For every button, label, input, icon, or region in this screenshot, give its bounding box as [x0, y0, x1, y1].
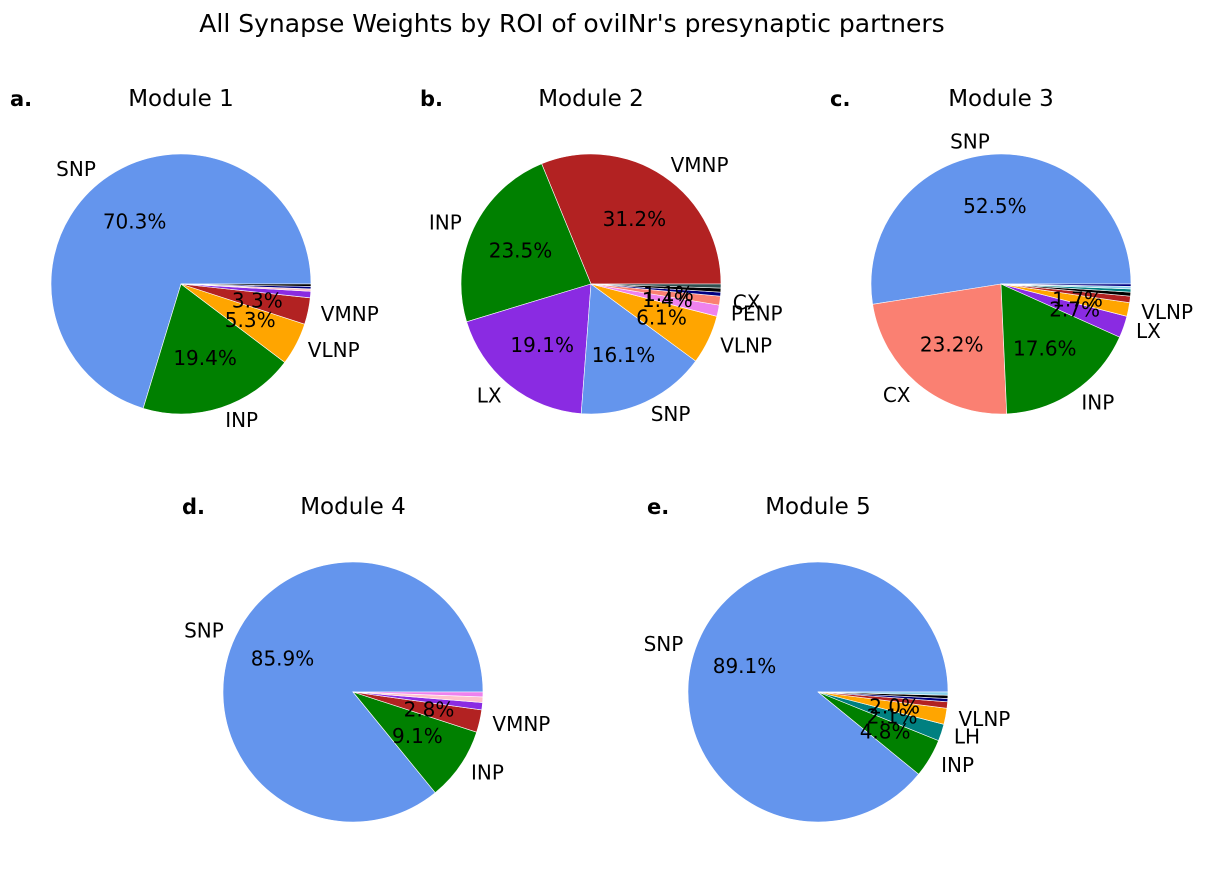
panel-title: Module 2	[538, 86, 644, 112]
slice-label: VLNP	[959, 707, 1011, 731]
panel-label: e.	[647, 495, 669, 519]
slice-percent-label: 2.7%	[1049, 298, 1100, 322]
slice-percent-label: 9.1%	[392, 724, 443, 748]
panel-module-1: a. Module 1 SNP 70.3% INP 19.4% VLNP 5.3% VMNP…	[10, 86, 379, 432]
pie-slice-snp	[870, 153, 1132, 305]
slice-percent-label: 85.9%	[251, 647, 315, 671]
slice-label: VMNP	[671, 153, 729, 177]
slice-percent-label: 19.4%	[173, 346, 237, 370]
slice-percent-label: 2.0%	[869, 695, 920, 719]
panel-module-5: e. Module 5 SNP 89.1% INP 4.8% LH 2.1% VLNP 2.0…	[644, 494, 1011, 823]
slice-label: LH	[954, 725, 980, 749]
pie-slice-inp	[142, 283, 286, 415]
panel-module-2: b. Module 2 VMNP 31.2% INP 23.5% LX 19.1% SNP 1…	[420, 86, 783, 426]
pie-slice-inp	[460, 163, 592, 323]
pie-slices	[460, 153, 722, 415]
slice-label: INP	[471, 761, 504, 785]
pie-slice-lx	[466, 283, 592, 414]
slice-label: INP	[941, 753, 974, 777]
pie-slice-vmnp	[541, 153, 722, 285]
slice-percent-label: 52.5%	[963, 194, 1027, 218]
slice-label: VLNP	[308, 338, 360, 362]
panel-title: Module 1	[128, 86, 234, 112]
slice-label: VLNP	[1141, 300, 1193, 324]
slice-percent-label: 17.6%	[1013, 337, 1077, 361]
panel-module-3: c. Module 3 SNP 52.5% CX 23.2% INP 17.6% LX 2.7…	[830, 86, 1193, 414]
pie-labels: SNP 70.3% INP 19.4% VLNP 5.3% VMNP 3.3%	[56, 157, 379, 432]
pie-slice-inp	[1000, 283, 1121, 415]
panel-label: b.	[420, 87, 443, 111]
slice-percent-label: 23.5%	[489, 239, 553, 263]
slice-label: INP	[429, 211, 462, 235]
pie-slice-penp	[352, 691, 484, 698]
slice-percent-label: 23.2%	[920, 332, 984, 356]
slice-label: SNP	[950, 129, 990, 153]
slice-label: LX	[477, 384, 502, 408]
slice-percent-label: 19.1%	[510, 333, 574, 357]
slice-label: PENP	[731, 301, 783, 325]
slice-label: VLNP	[720, 333, 772, 357]
pie-labels: SNP 52.5% CX 23.2% INP 17.6% LX 2.7% VLNP 1.7%	[883, 129, 1193, 414]
pie-slice-cx	[872, 283, 1008, 415]
slice-percent-label: 16.1%	[592, 343, 656, 367]
pie-slices	[50, 153, 312, 415]
panel-label: c.	[830, 87, 850, 111]
slice-percent-label: 1.7%	[1052, 287, 1103, 311]
slice-percent-label: 89.1%	[713, 654, 777, 678]
slice-percent-label: 1.1%	[643, 282, 694, 306]
slice-percent-label: 2.1%	[867, 704, 918, 728]
slice-label: CX	[733, 290, 761, 314]
slice-label: LX	[1136, 319, 1161, 343]
pie-slices	[222, 561, 484, 823]
slice-label: SNP	[651, 402, 691, 426]
panel-label: a.	[10, 87, 32, 111]
slice-label: SNP	[644, 632, 684, 656]
slice-percent-label: 3.3%	[232, 288, 283, 312]
slice-percent-label: 2.8%	[404, 698, 455, 722]
slice-percent-label: 31.2%	[603, 207, 667, 231]
pie-slice-gng	[1000, 283, 1132, 287]
panel-title: Module 3	[948, 86, 1054, 112]
pie-labels: VMNP 31.2% INP 23.5% LX 19.1% SNP 16.1% VLNP 6.1%…	[429, 153, 783, 426]
pie-slice-snp	[580, 283, 697, 415]
figure-title: All Synapse Weights by ROI of oviINr's p…	[199, 9, 944, 38]
panel-module-4: d. Module 4 SNP 85.9% INP 9.1% VMNP 2.8%	[182, 494, 550, 823]
slice-percent-label: 6.1%	[636, 305, 687, 329]
slice-label: SNP	[184, 619, 224, 643]
slice-label: INP	[225, 408, 258, 432]
panel-label: d.	[182, 495, 205, 519]
slice-percent-label: 4.8%	[860, 720, 911, 744]
pie-slices	[870, 153, 1132, 415]
slice-percent-label: 5.3%	[225, 308, 276, 332]
panel-title: Module 5	[765, 494, 871, 520]
slice-label: INP	[1081, 390, 1114, 414]
slice-percent-label: 1.4%	[642, 288, 693, 312]
pie-slice-mb	[590, 283, 722, 289]
pie-labels: SNP 89.1% INP 4.8% LH 2.1% VLNP 2.0%	[644, 632, 1011, 777]
slice-label: VMNP	[321, 302, 379, 326]
pie-slice-snp	[50, 153, 312, 409]
pie-slices	[687, 561, 949, 823]
slice-label: VMNP	[492, 712, 550, 736]
pie-slice-ol	[180, 283, 312, 287]
pie-labels: SNP 85.9% INP 9.1% VMNP 2.8%	[184, 619, 550, 785]
slice-label: CX	[883, 383, 911, 407]
slice-percent-label: 70.3%	[103, 209, 167, 233]
pie-slice-other	[817, 691, 949, 696]
panel-title: Module 4	[300, 494, 406, 520]
slice-label: SNP	[56, 157, 96, 181]
